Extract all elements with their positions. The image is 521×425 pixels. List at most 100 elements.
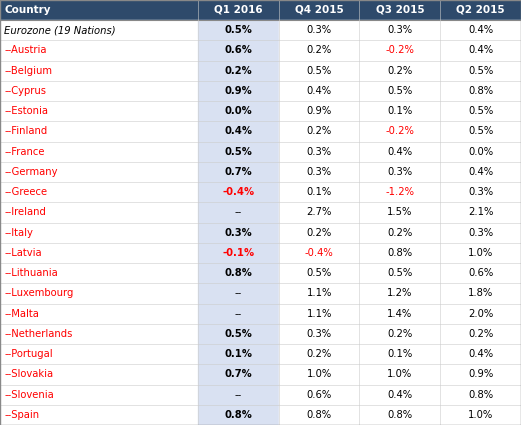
- Text: 0.2%: 0.2%: [387, 65, 413, 76]
- Text: 1.0%: 1.0%: [468, 248, 493, 258]
- Bar: [440, 223, 521, 243]
- Bar: [0, 243, 198, 263]
- Text: 0.3%: 0.3%: [306, 167, 332, 177]
- Text: 0.3%: 0.3%: [306, 329, 332, 339]
- Bar: [440, 101, 521, 121]
- Bar: [279, 162, 359, 182]
- Text: Q2 2015: Q2 2015: [456, 5, 505, 15]
- Bar: [0, 364, 198, 385]
- Text: 0.3%: 0.3%: [387, 25, 413, 35]
- Bar: [198, 142, 279, 162]
- Bar: [359, 20, 440, 40]
- Bar: [198, 344, 279, 364]
- Text: 0.2%: 0.2%: [387, 329, 413, 339]
- Bar: [440, 60, 521, 81]
- Bar: [0, 40, 198, 60]
- Bar: [359, 405, 440, 425]
- Text: --Malta: --Malta: [4, 309, 39, 319]
- Text: 0.2%: 0.2%: [468, 329, 493, 339]
- Text: --Greece: --Greece: [4, 187, 47, 197]
- Text: 0.1%: 0.1%: [306, 187, 332, 197]
- Bar: [359, 40, 440, 60]
- Bar: [198, 81, 279, 101]
- Text: 2.1%: 2.1%: [468, 207, 493, 217]
- Text: 0.3%: 0.3%: [306, 25, 332, 35]
- Bar: [198, 202, 279, 223]
- Text: --: --: [235, 309, 242, 319]
- Text: 0.1%: 0.1%: [387, 106, 413, 116]
- Text: Q4 2015: Q4 2015: [295, 5, 343, 15]
- Text: 0.2%: 0.2%: [306, 228, 332, 238]
- Bar: [359, 121, 440, 142]
- Bar: [0, 162, 198, 182]
- Bar: [359, 142, 440, 162]
- Bar: [359, 223, 440, 243]
- Text: --Latvia: --Latvia: [4, 248, 42, 258]
- Bar: [279, 405, 359, 425]
- Text: --Portugal: --Portugal: [4, 349, 53, 359]
- Text: 0.2%: 0.2%: [306, 126, 332, 136]
- Text: 0.1%: 0.1%: [387, 349, 413, 359]
- Text: 1.2%: 1.2%: [387, 289, 413, 298]
- Bar: [198, 20, 279, 40]
- Text: 1.0%: 1.0%: [387, 369, 413, 380]
- Bar: [440, 324, 521, 344]
- Bar: [198, 101, 279, 121]
- Bar: [0, 405, 198, 425]
- Bar: [440, 202, 521, 223]
- Text: 0.2%: 0.2%: [306, 349, 332, 359]
- Text: 0.4%: 0.4%: [468, 167, 493, 177]
- Text: 0.9%: 0.9%: [306, 106, 332, 116]
- Text: -1.2%: -1.2%: [386, 187, 414, 197]
- Text: 0.8%: 0.8%: [387, 410, 413, 420]
- Bar: [279, 0, 359, 20]
- Bar: [440, 40, 521, 60]
- Text: 0.8%: 0.8%: [225, 268, 252, 278]
- Bar: [440, 142, 521, 162]
- Bar: [198, 324, 279, 344]
- Bar: [359, 162, 440, 182]
- Text: --: --: [235, 207, 242, 217]
- Bar: [279, 81, 359, 101]
- Bar: [0, 81, 198, 101]
- Text: 0.7%: 0.7%: [225, 167, 252, 177]
- Bar: [359, 303, 440, 324]
- Text: --France: --France: [4, 147, 45, 157]
- Text: --Luxembourg: --Luxembourg: [4, 289, 73, 298]
- Bar: [279, 344, 359, 364]
- Text: 0.3%: 0.3%: [225, 228, 252, 238]
- Bar: [0, 263, 198, 283]
- Bar: [279, 324, 359, 344]
- Bar: [279, 121, 359, 142]
- Text: --: --: [235, 390, 242, 400]
- Bar: [198, 60, 279, 81]
- Bar: [440, 243, 521, 263]
- Bar: [359, 263, 440, 283]
- Bar: [440, 0, 521, 20]
- Text: Country: Country: [4, 5, 51, 15]
- Text: 2.7%: 2.7%: [306, 207, 332, 217]
- Bar: [440, 20, 521, 40]
- Text: -0.4%: -0.4%: [222, 187, 254, 197]
- Text: --Estonia: --Estonia: [4, 106, 48, 116]
- Bar: [440, 344, 521, 364]
- Text: 0.0%: 0.0%: [468, 147, 493, 157]
- Text: --Cyprus: --Cyprus: [4, 86, 46, 96]
- Text: 0.7%: 0.7%: [225, 369, 252, 380]
- Bar: [198, 223, 279, 243]
- Bar: [279, 223, 359, 243]
- Text: Q1 2016: Q1 2016: [214, 5, 263, 15]
- Text: 1.1%: 1.1%: [306, 289, 332, 298]
- Text: 0.3%: 0.3%: [468, 187, 493, 197]
- Text: 0.4%: 0.4%: [468, 349, 493, 359]
- Text: -0.4%: -0.4%: [305, 248, 333, 258]
- Bar: [359, 182, 440, 202]
- Text: 0.9%: 0.9%: [468, 369, 493, 380]
- Text: --Netherlands: --Netherlands: [4, 329, 72, 339]
- Text: 0.6%: 0.6%: [306, 390, 332, 400]
- Text: 0.6%: 0.6%: [225, 45, 252, 55]
- Text: 2.0%: 2.0%: [468, 309, 493, 319]
- Text: --Germany: --Germany: [4, 167, 58, 177]
- Bar: [0, 20, 198, 40]
- Text: 0.8%: 0.8%: [306, 410, 332, 420]
